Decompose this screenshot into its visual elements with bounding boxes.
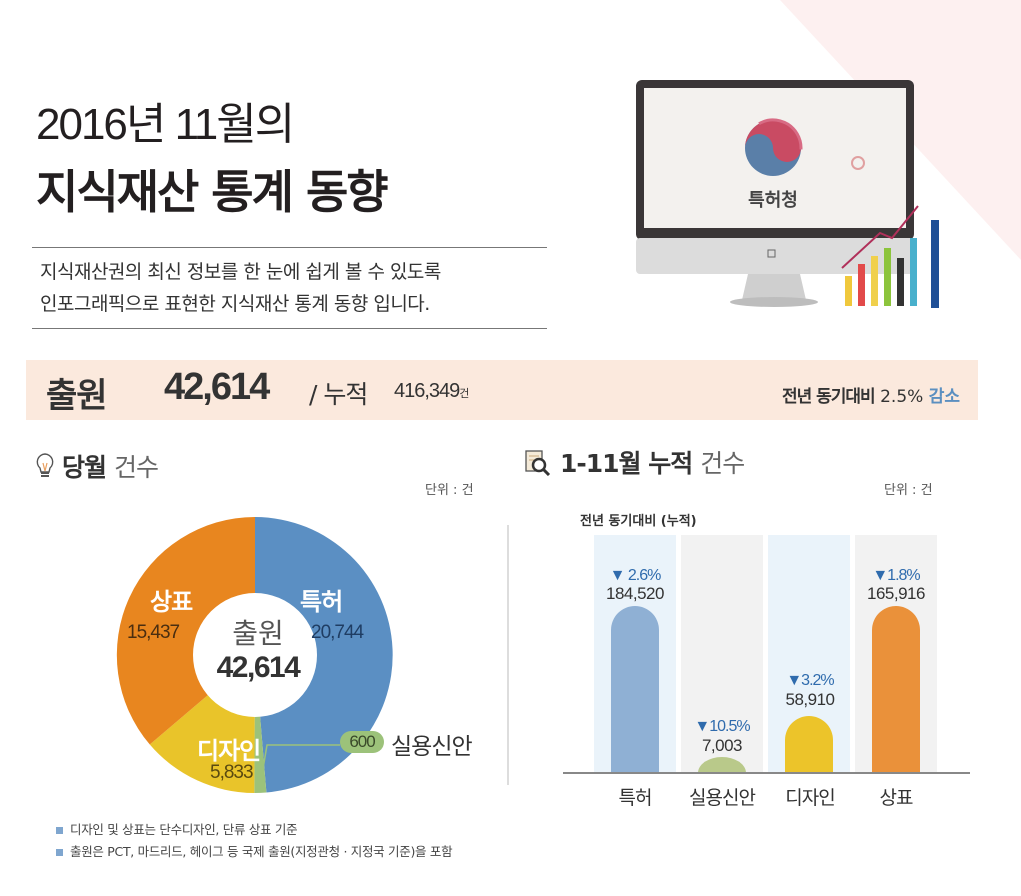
growth-chart-bar — [931, 220, 939, 308]
bar-value-design: 58,910 — [785, 690, 836, 709]
monthly-donut-chart — [116, 516, 393, 794]
bar-column-utility — [681, 535, 763, 773]
bar-column-patent — [594, 535, 676, 773]
footnote: 출원은 PCT, 마드리드, 헤이그 등 국제 출원(지정관청 · 지정국 기준… — [56, 841, 453, 863]
summary-label: 출원 — [46, 376, 108, 416]
summary-value: 42,614 — [164, 366, 270, 408]
utility-model-label: 실용신안 — [391, 734, 473, 760]
cumulative-unit: 단위 : 건 — [884, 483, 933, 498]
bar-patent — [611, 606, 659, 773]
bar-value-patent: 184,520 — [606, 584, 664, 603]
growth-chart-icon — [845, 238, 917, 306]
bar-trademark — [872, 606, 920, 773]
page-title-date: 2016년 11월의 — [36, 100, 295, 149]
monthly-unit: 단위 : 건 — [425, 483, 474, 498]
segment-label-design: 디자인 — [197, 737, 261, 765]
yoy-value: 2.5% — [880, 387, 924, 407]
bar-column-design — [768, 535, 850, 773]
summary-band: 출원 42,614 / 누적 416,349건 전년 동기대비 2.5% 감소 — [26, 360, 978, 420]
bar-design — [785, 716, 833, 773]
bar-value-trademark: 165,916 — [867, 584, 925, 603]
footnotes: 디자인 및 상표는 단수디자인, 단류 상표 기준 출원은 PCT, 마드리드,… — [56, 819, 453, 863]
segment-value-trademark: 15,437 — [127, 622, 180, 643]
segment-label-trademark: 상표 — [150, 588, 193, 616]
donut-center-label: 출원 — [232, 617, 284, 650]
bar-pct-design: ▼3.2% — [786, 672, 834, 689]
cumulative-section-title: 1-11월 누적 건수 — [524, 444, 745, 480]
cumulative-label: / 누적 — [309, 380, 368, 409]
donut-center-value: 42,614 — [216, 651, 301, 684]
bar-pct-utility: ▼10.5% — [694, 718, 750, 735]
bullet-square-icon — [56, 826, 63, 834]
bar-value-utility: 7,003 — [701, 736, 743, 755]
category-label-design: 디자인 — [785, 787, 835, 809]
segment-value-design: 5,833 — [210, 762, 254, 783]
yoy-caption: 전년 동기대비 (누적) — [580, 514, 697, 529]
footnote: 디자인 및 상표는 단수디자인, 단류 상표 기준 — [56, 819, 452, 841]
segment-label-patent: 특허 — [300, 588, 343, 616]
category-label-utility: 실용신안 — [689, 787, 756, 809]
segment-value-patent: 20,744 — [311, 622, 364, 643]
yoy-summary: 전년 동기대비 2.5% 감소 — [782, 382, 960, 407]
svg-text:특허청: 특허청 — [748, 190, 798, 211]
description-line: 지식재산권의 최신 정보를 한 눈에 쉽게 볼 수 있도록 — [40, 261, 441, 283]
category-label-trademark: 상표 — [879, 787, 914, 809]
page-description: 지식재산권의 최신 정보를 한 눈에 쉽게 볼 수 있도록 인포그래픽으로 표현… — [32, 247, 547, 329]
bar-pct-trademark: ▼1.8% — [872, 567, 920, 584]
document-search-icon — [525, 450, 551, 476]
description-line: 인포그래픽으로 표현한 지식재산 통계 동향 입니다. — [40, 293, 430, 315]
bar-column-trademark — [855, 535, 937, 773]
kipo-logo-icon — [743, 118, 803, 178]
monitor-illustration: 특허청 — [630, 78, 920, 328]
bullet-square-icon — [56, 848, 63, 856]
lightbulb-icon — [36, 453, 54, 477]
monthly-section-title: 당월 건수 — [36, 448, 159, 484]
cumulative-value: 416,349건 — [394, 380, 469, 402]
section-divider — [507, 525, 509, 785]
utility-model-value: 600 — [340, 731, 384, 753]
yoy-label: 전년 동기대비 — [781, 387, 876, 407]
bar-chart-baseline — [563, 772, 970, 774]
category-label-patent: 특허 — [618, 787, 653, 809]
bar-utility — [698, 757, 746, 773]
bar-pct-patent: ▼ 2.6% — [609, 567, 662, 584]
page-title: 지식재산 통계 동향 — [36, 165, 389, 219]
yoy-direction: 감소 — [928, 387, 960, 407]
